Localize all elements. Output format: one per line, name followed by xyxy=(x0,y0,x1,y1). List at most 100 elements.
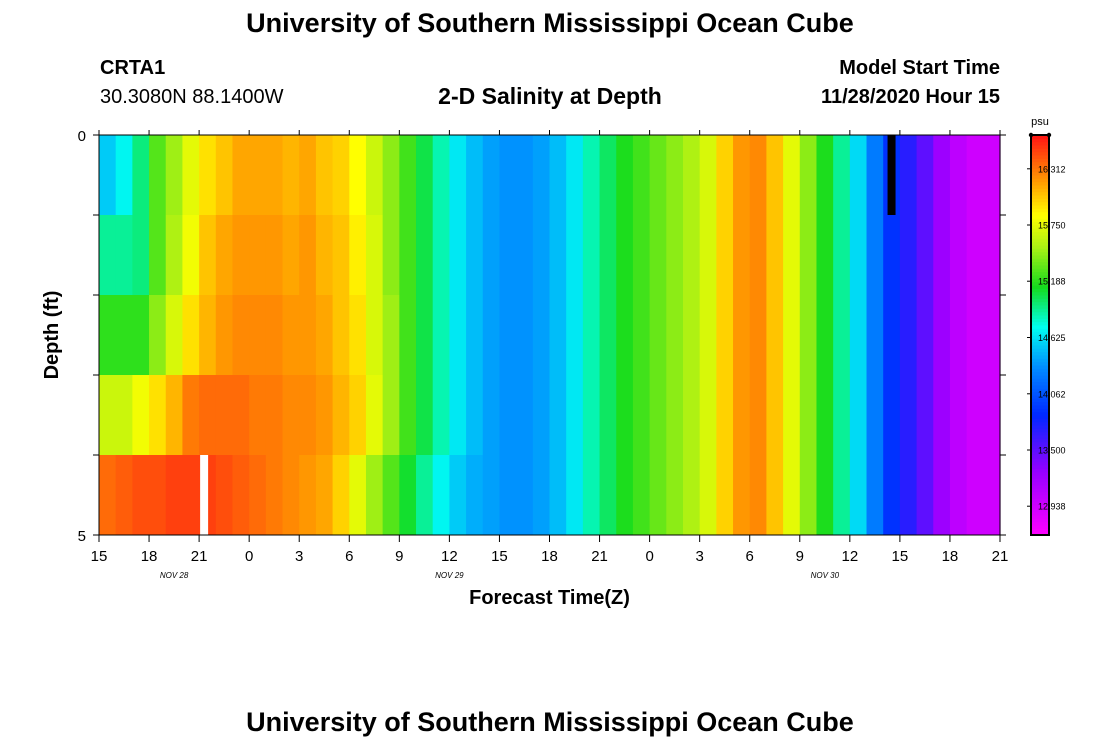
heatmap-cell xyxy=(983,455,1000,535)
heatmap-cell xyxy=(633,375,650,455)
colorbar-segment xyxy=(1031,428,1049,432)
colorbar-segment xyxy=(1031,298,1049,302)
heatmap-cell xyxy=(232,215,249,295)
colorbar-segment xyxy=(1031,188,1049,192)
heatmap-cell xyxy=(366,455,383,535)
colorbar-segment xyxy=(1031,232,1049,236)
x-tick-label: 3 xyxy=(295,548,303,565)
heatmap-cell xyxy=(733,135,750,215)
heatmap-cell xyxy=(299,295,316,375)
heatmap-cell xyxy=(366,215,383,295)
heatmap-cell xyxy=(933,215,950,295)
heatmap-cell xyxy=(232,295,249,375)
heatmap-cell xyxy=(349,455,366,535)
heatmap-cell xyxy=(416,215,433,295)
heatmap-cell xyxy=(516,215,533,295)
heatmap-cell xyxy=(917,295,934,375)
heatmap-cells xyxy=(99,135,1001,535)
heatmap-cell xyxy=(616,135,633,215)
heatmap-cell xyxy=(983,215,1000,295)
colorbar-segment xyxy=(1031,195,1049,199)
colorbar-corner-dot xyxy=(1029,133,1033,137)
heatmap-cell xyxy=(132,295,149,375)
colorbar-segment xyxy=(1031,295,1049,299)
heatmap-cell xyxy=(149,295,166,375)
colorbar-segment xyxy=(1031,185,1049,189)
salinity-heatmap-chart: 15 18 21 0 3 6 9 12 15 18 21 0 3 6 9 12 15 18 21NOV 28 NOV … xyxy=(0,0,1100,750)
heatmap-cell xyxy=(683,215,700,295)
heatmap-cell xyxy=(967,375,984,455)
heatmap-cell xyxy=(683,455,700,535)
colorbar-segment xyxy=(1031,352,1049,356)
heatmap-cell xyxy=(883,215,900,295)
heatmap-cell xyxy=(917,135,934,215)
heatmap-cell xyxy=(383,455,400,535)
marker-bar xyxy=(200,455,208,535)
heatmap-cell xyxy=(349,215,366,295)
heatmap-cell xyxy=(499,375,516,455)
heatmap-cell xyxy=(750,375,767,455)
heatmap-cell xyxy=(533,135,550,215)
heatmap-cell xyxy=(900,295,917,375)
colorbar-segment xyxy=(1031,525,1049,529)
heatmap-cell xyxy=(349,135,366,215)
heatmap-cell xyxy=(166,455,183,535)
heatmap-cell xyxy=(266,215,283,295)
colorbar-segment xyxy=(1031,368,1049,372)
colorbar-segment xyxy=(1031,208,1049,212)
heatmap-cell xyxy=(366,135,383,215)
heatmap-cell xyxy=(283,215,300,295)
heatmap-cell xyxy=(449,215,466,295)
heatmap-cell xyxy=(283,295,300,375)
heatmap-cell xyxy=(666,455,683,535)
colorbar-segment xyxy=(1031,262,1049,266)
heatmap-cell xyxy=(316,135,333,215)
heatmap-cell xyxy=(216,295,233,375)
heatmap-cell xyxy=(433,375,450,455)
heatmap-cell xyxy=(182,455,199,535)
heatmap-cell xyxy=(683,375,700,455)
heatmap-cell xyxy=(349,295,366,375)
x-tick-label: 9 xyxy=(796,548,804,565)
heatmap-cell xyxy=(483,215,500,295)
colorbar-segment xyxy=(1031,362,1049,366)
heatmap-cell xyxy=(633,215,650,295)
heatmap-cell xyxy=(900,375,917,455)
date-label: NOV 29 xyxy=(435,571,464,580)
heatmap-cell xyxy=(867,375,884,455)
heatmap-cell xyxy=(766,455,783,535)
colorbar-segment xyxy=(1031,305,1049,309)
heatmap-cell xyxy=(650,215,667,295)
heatmap-cell xyxy=(766,135,783,215)
heatmap-cell xyxy=(933,375,950,455)
heatmap-cell xyxy=(249,295,266,375)
heatmap-cell xyxy=(383,295,400,375)
x-tick-label: 15 xyxy=(491,548,508,565)
colorbar-tick-label: 14.062 xyxy=(1038,389,1066,399)
heatmap-cell xyxy=(333,295,350,375)
heatmap-cell xyxy=(550,375,567,455)
heatmap-cell xyxy=(800,215,817,295)
colorbar-segment xyxy=(1031,142,1049,146)
heatmap-cell xyxy=(750,455,767,535)
heatmap-cell xyxy=(366,375,383,455)
colorbar-segment xyxy=(1031,312,1049,316)
heatmap-cell xyxy=(816,135,833,215)
heatmap-cell xyxy=(433,295,450,375)
x-tick-label: 15 xyxy=(91,548,108,565)
colorbar-segment xyxy=(1031,242,1049,246)
heatmap-cell xyxy=(99,135,116,215)
heatmap-cell xyxy=(466,455,483,535)
heatmap-cell xyxy=(216,375,233,455)
heatmap-cell xyxy=(917,375,934,455)
heatmap-cell xyxy=(316,375,333,455)
heatmap-cell xyxy=(249,215,266,295)
heatmap-cell xyxy=(550,455,567,535)
colorbar-tick-label: 13.500 xyxy=(1038,446,1066,456)
heatmap-cell xyxy=(533,215,550,295)
heatmap-cell xyxy=(700,135,717,215)
date-label: NOV 30 xyxy=(811,571,840,580)
heatmap-cell xyxy=(666,295,683,375)
colorbar-segment xyxy=(1031,258,1049,262)
heatmap-cell xyxy=(983,295,1000,375)
